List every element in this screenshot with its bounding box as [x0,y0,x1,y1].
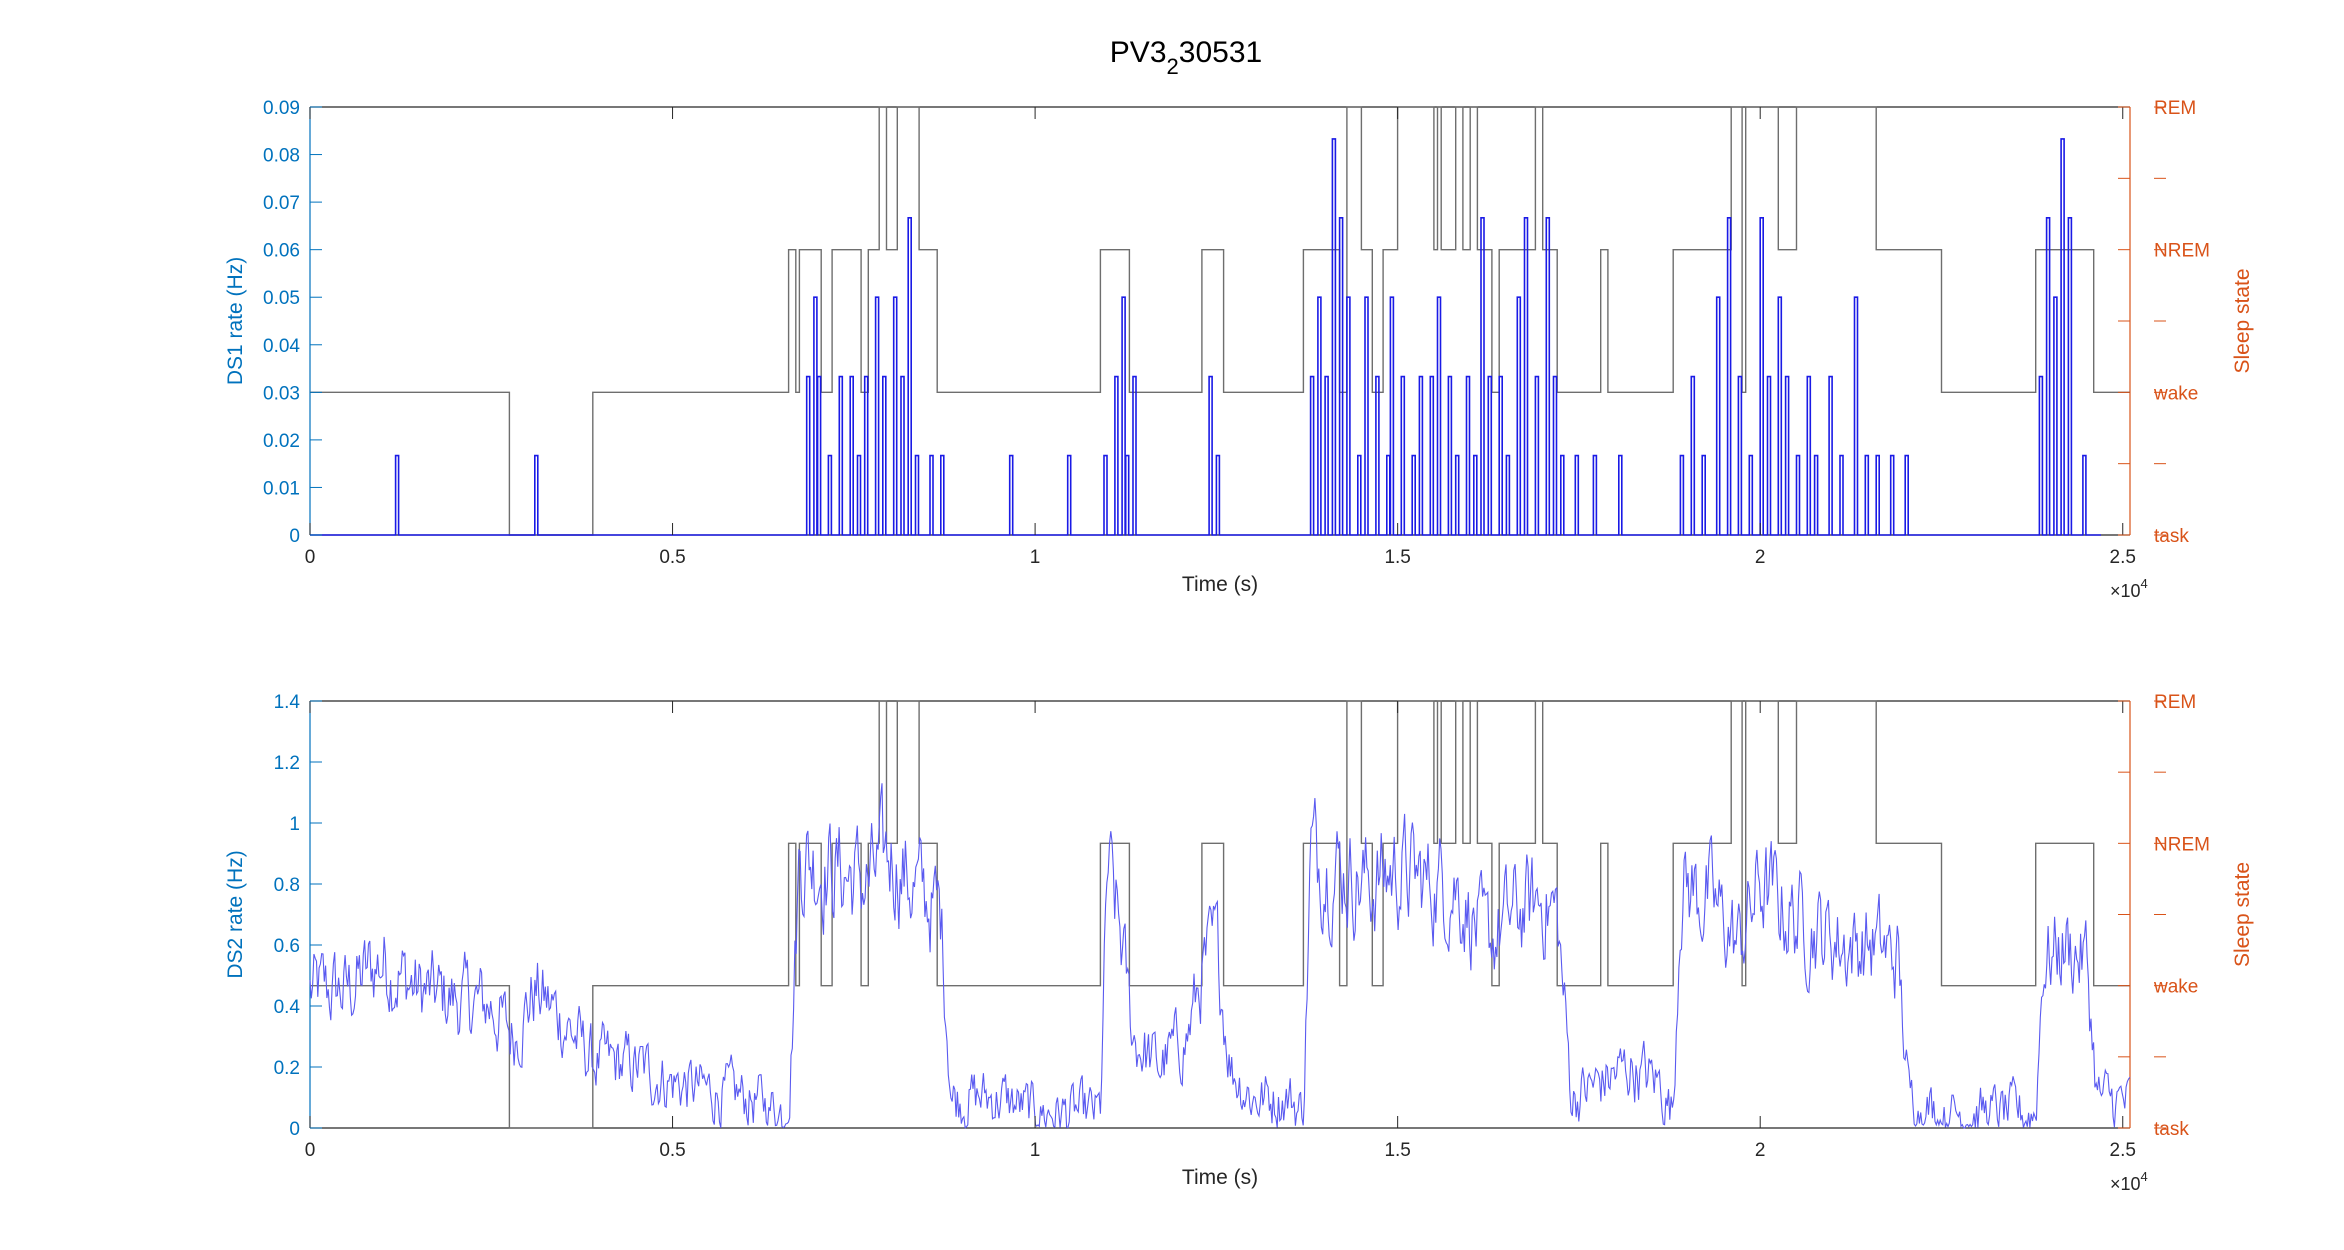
y-tick-label: 0 [289,526,300,547]
y-tick-label: 1.2 [274,753,300,774]
ds1-rate-panel: 0 0.5 1 1.5 2 2.5 Time (s) ×104 0 0.01 0.02 0.03 0.0… [224,98,2254,601]
x-tick-label: 1.5 [1384,1140,1410,1161]
y2-tick-label: wake [2153,977,2198,998]
figure-title-main: PV3 [1110,36,1167,69]
x-exponent-base: ×10 [2110,1174,2141,1194]
x-axis-label: Time (s) [1182,1166,1258,1189]
x-exponent-power: 4 [2141,576,2148,591]
x-tick-label: 2.5 [2110,1140,2136,1161]
y-tick-label: 0 [289,1119,300,1140]
y2-tick-label: REM [2154,692,2196,713]
x-tick-label: 0 [305,547,316,568]
y2-tick-label: wake [2153,383,2198,404]
y2-tick-label: NREM [2154,834,2210,855]
y-tick-label: 0.2 [274,1058,300,1079]
y-tick-label: 0.09 [263,98,300,119]
y2-tick-label: task [2154,1119,2189,1140]
figure-title-subscript: 2 [1167,54,1179,79]
sleep-state-line [310,700,2130,1129]
x-axis-exponent-label: ×104 [2110,576,2148,601]
ds2-rate-panel: 0 0.5 1 1.5 2 2.5 Time (s) ×104 0 0.2 0.4 0.6 0.8 1 1.… [224,692,2254,1194]
x-tick-label: 1 [1030,547,1041,568]
x-tick-label: 0 [305,1140,316,1161]
y2-tick-label: REM [2154,98,2196,119]
x-exponent-power: 4 [2141,1169,2148,1184]
y-tick-label: 0.03 [263,383,300,404]
x-axis-exponent-label: ×104 [2110,1169,2148,1194]
sleep-state-line [310,106,2130,536]
x-tick-label: 0.5 [659,547,685,568]
y-tick-label: 0.4 [274,997,301,1018]
ds2-rate-line [309,783,2131,1129]
y-tick-label: 0.8 [274,875,300,896]
x-tick-label: 1 [1030,1140,1041,1161]
y-tick-label: 1.4 [274,692,301,713]
y-tick-label: 1 [289,814,300,835]
y-tick-label: 0.05 [263,288,300,309]
x-tick-label: 1.5 [1384,547,1410,568]
y2-tick-label: NREM [2154,241,2210,262]
y-axis-label: DS1 rate (Hz) [224,257,247,385]
y-axis-label: DS2 rate (Hz) [224,850,247,978]
x-tick-label: 0.5 [659,1140,685,1161]
figure-title-rest: 30531 [1179,36,1262,69]
y-tick-label: 0.08 [263,146,300,167]
y-tick-label: 0.07 [263,193,300,214]
ds1-rate-line [310,138,2101,536]
y-tick-label: 0.6 [274,936,300,957]
figure-title: PV3230531 [1110,36,1262,79]
x-tick-label: 2 [1755,547,1766,568]
x-tick-label: 2 [1755,1140,1766,1161]
y-tick-label: 0.06 [263,241,300,262]
y-tick-label: 0.01 [263,478,300,499]
y2-axis-label: Sleep state [2231,862,2254,967]
x-exponent-base: ×10 [2110,581,2141,601]
y-tick-label: 0.02 [263,431,300,452]
y2-axis-label: Sleep state [2231,268,2254,373]
x-tick-label: 2.5 [2110,547,2136,568]
x-axis-label: Time (s) [1182,573,1258,596]
y-tick-label: 0.04 [263,336,300,357]
y2-tick-label: task [2154,526,2189,547]
